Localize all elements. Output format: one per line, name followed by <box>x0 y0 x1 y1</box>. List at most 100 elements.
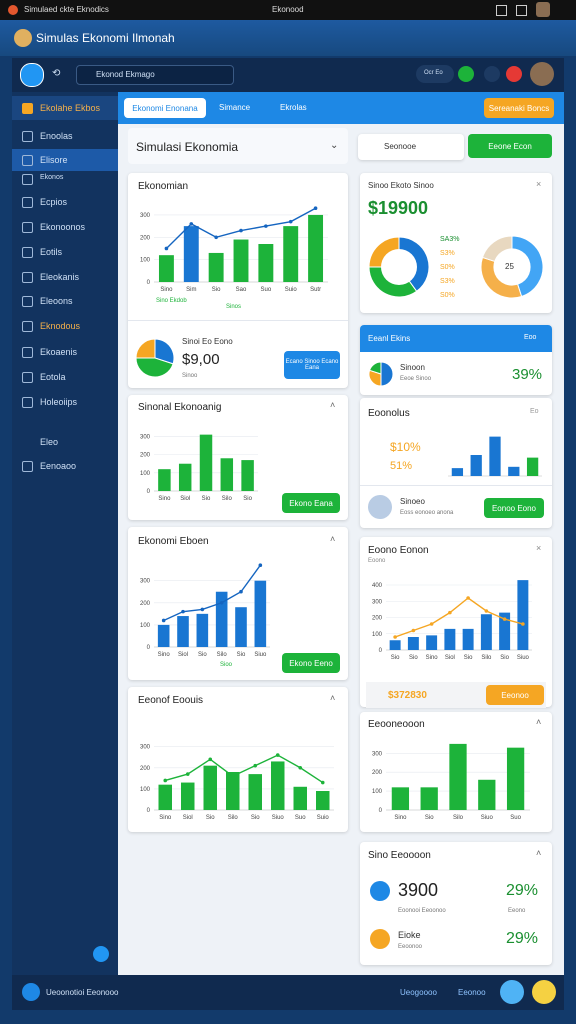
sidebar-item[interactable]: Enoolas <box>40 131 73 141</box>
sidebar-item[interactable]: Eleokanis <box>40 272 80 282</box>
tab[interactable]: Simance <box>219 103 251 112</box>
button[interactable]: Ecano Sinoo Ecano Eana <box>284 351 340 379</box>
collapse[interactable]: ˄ <box>536 717 542 727</box>
sidebar <box>12 92 118 975</box>
bar <box>254 580 267 647</box>
badge-text[interactable]: Ocr Eo <box>424 70 443 76</box>
avatar[interactable] <box>536 2 550 17</box>
green-button[interactable]: Eeone Econ <box>468 134 552 158</box>
x-tick-label: Siuo <box>272 815 285 821</box>
x-tick-label: Sio <box>198 652 207 658</box>
icon <box>370 929 390 949</box>
sidebar-item[interactable]: Ecpios <box>40 197 68 207</box>
sidebar-item[interactable]: Elisore <box>40 155 68 165</box>
close[interactable]: × <box>536 543 542 553</box>
y-tick-label: 200 <box>140 235 151 241</box>
percent: 39% <box>512 366 543 383</box>
chart: 0 100 200 300 Sino Siol Sio Silo Sio Siuo Suo Suio <box>140 745 334 821</box>
link[interactable]: Eoo <box>524 334 537 341</box>
point <box>448 610 452 615</box>
point <box>253 763 258 768</box>
sidebar-item[interactable]: Ekoaenis <box>40 347 78 357</box>
sidebar-icon <box>22 197 33 208</box>
point <box>264 224 268 228</box>
sidebar-item[interactable]: Holeoiips <box>40 397 78 407</box>
x-tick-label: Sio <box>464 655 473 661</box>
bar <box>293 786 307 810</box>
avatar[interactable] <box>530 62 554 86</box>
badge[interactable] <box>416 65 454 83</box>
bar <box>506 747 525 810</box>
icon-button[interactable] <box>458 66 474 82</box>
bar <box>451 468 464 476</box>
collapse[interactable]: ˄ <box>330 534 336 544</box>
action-button[interactable]: Sereanaki Boncs <box>484 98 554 118</box>
point <box>230 774 235 779</box>
help-button[interactable] <box>93 946 109 962</box>
bottom-link[interactable]: Eeonoo <box>458 988 486 997</box>
fab[interactable] <box>500 980 524 1004</box>
search-text[interactable]: Ekonod Ekmago <box>96 70 155 79</box>
tab[interactable]: Ekrolas <box>280 103 307 112</box>
y-tick-label: 300 <box>140 579 151 585</box>
sidebar-item[interactable]: Ekonoonos <box>40 222 86 232</box>
sidebar-item[interactable]: Ekolahe Ekbos <box>40 103 101 113</box>
card-title: Eeanl Ekins <box>368 334 411 343</box>
collapse[interactable]: ˄ <box>536 848 542 858</box>
bar <box>426 635 438 650</box>
window-icon[interactable] <box>496 5 507 16</box>
bar <box>178 463 192 491</box>
chart: 0 100 200 300 Sino Sim Sio Sao Suo Suio Sutr <box>140 206 328 293</box>
main-title: Simulasi Ekonomia <box>136 140 239 154</box>
collapse[interactable]: ˄ <box>330 400 336 410</box>
collapse[interactable]: ˄ <box>330 693 336 703</box>
dropdown-text[interactable]: Seonooe <box>384 142 417 151</box>
sidebar-item[interactable]: Eenoaoo <box>40 461 77 471</box>
point <box>181 609 185 614</box>
button[interactable]: Ekono Eana <box>282 493 340 513</box>
menu-logo[interactable] <box>20 63 44 87</box>
button[interactable]: Eeonoo <box>486 685 544 705</box>
sidebar-item[interactable]: Eotola <box>40 372 66 382</box>
icon-button[interactable] <box>484 66 500 82</box>
bar <box>462 628 474 650</box>
y-tick-label: 100 <box>372 632 383 638</box>
x-tick-label: Sio <box>206 815 215 821</box>
bottom-link[interactable]: Ueogoooo <box>400 988 437 997</box>
point <box>466 596 470 600</box>
bar <box>181 782 195 810</box>
fab[interactable] <box>532 980 556 1004</box>
chevron[interactable]: ⌄ <box>330 140 339 151</box>
sidebar-item[interactable]: Eleoons <box>40 296 73 306</box>
sidebar-icon <box>22 296 33 307</box>
y-tick-label: 0 <box>147 645 151 651</box>
close[interactable]: × <box>536 179 542 189</box>
button[interactable]: Ekono Eeno <box>282 653 340 673</box>
caption: Sinos <box>226 304 242 310</box>
y-tick-label: 0 <box>379 648 383 654</box>
sidebar-item[interactable]: Ekonos <box>40 174 64 181</box>
sidebar-item[interactable]: Eotils <box>40 247 63 257</box>
bottom-icon[interactable] <box>22 983 40 1001</box>
sidebar-icon <box>22 272 33 283</box>
icon-button[interactable] <box>506 66 522 82</box>
point <box>200 607 205 612</box>
sidebar-icon <box>22 372 33 383</box>
search-box[interactable] <box>76 65 234 85</box>
card-title: Ekonomian <box>138 181 189 192</box>
x-tick-label: Sao <box>236 287 247 293</box>
x-tick-label: Siuo <box>254 652 267 658</box>
sidebar-item[interactable]: Eknodous <box>40 321 81 331</box>
donut-chart <box>368 236 430 298</box>
tab[interactable]: Ekonomi Enonana <box>124 98 206 118</box>
bar <box>220 458 234 491</box>
window-icon[interactable] <box>516 5 527 16</box>
nav-icon[interactable]: ⟲ <box>52 68 61 79</box>
x-tick-label: Sio <box>251 815 260 821</box>
dropdown[interactable] <box>358 134 464 160</box>
button[interactable]: Eonoo Eono <box>484 498 544 518</box>
y-tick-label: 400 <box>372 583 383 589</box>
point <box>313 206 318 211</box>
chart: 0 100 200 300 400 Sio Sio Sino Siol Sio Silo Sio Siu… <box>372 580 532 661</box>
percent: 29% <box>506 882 539 899</box>
